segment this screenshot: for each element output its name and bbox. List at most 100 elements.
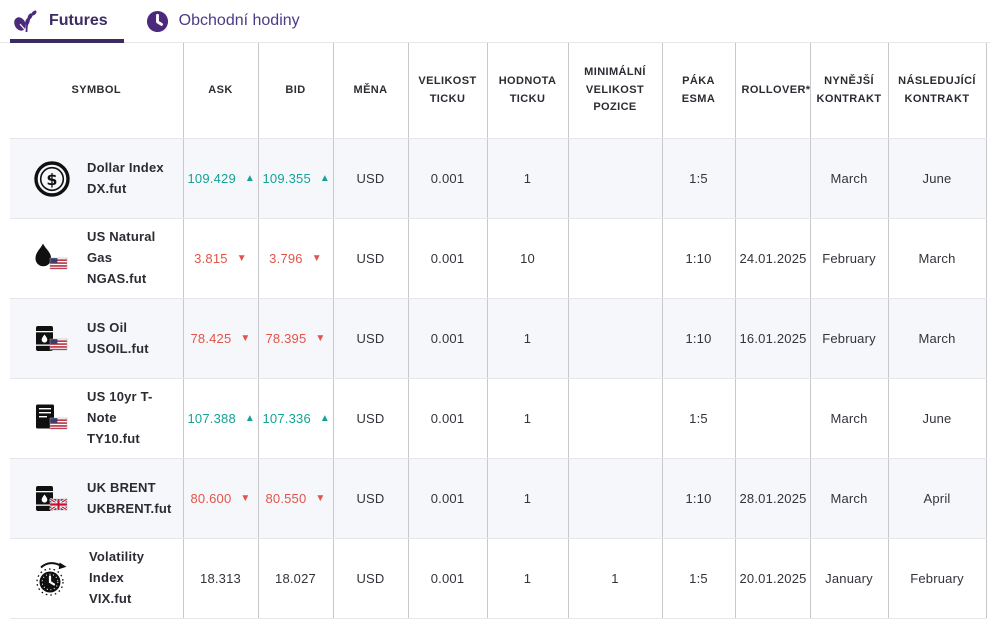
- min-velikost-pozice-cell: 1: [568, 538, 663, 619]
- clock-icon: [146, 10, 169, 33]
- instrument-label: US Oil USOIL.fut: [87, 318, 149, 360]
- bid-cell: 80.550 ▼: [258, 458, 334, 539]
- velikost-ticku-cell: 0.001: [408, 378, 488, 459]
- ask-cell: 78.425 ▼: [183, 298, 259, 379]
- bid-value: 80.550: [265, 491, 307, 506]
- mena-cell: USD: [333, 138, 409, 219]
- velikost-ticku-cell: 0.001: [408, 298, 488, 379]
- table-row: $ Dollar Index DX.fut 109.429 ▲ 109.355 ▲ USD 0.…: [10, 138, 987, 219]
- tab-obchodni-hodiny[interactable]: Obchodní hodiny: [144, 0, 316, 42]
- nynejsi-kontrakt-cell: February: [810, 218, 889, 299]
- ask-cell: 3.815 ▼: [183, 218, 259, 299]
- hodnota-ticku-cell: 10: [487, 218, 569, 299]
- down-arrow-icon: ▼: [315, 332, 326, 344]
- instrument-name: US Natural Gas: [87, 229, 156, 266]
- column-header-min_velikost_pozice: MINIMÁLNÍ VELIKOST POZICE: [568, 43, 663, 139]
- rollover-cell: [735, 138, 811, 219]
- symbol-cell: US Natural Gas NGAS.fut: [10, 218, 184, 299]
- rollover-cell: 16.01.2025: [735, 298, 811, 379]
- barrel-uk-icon: [33, 484, 71, 514]
- paka-esma-cell: 1:5: [662, 538, 736, 619]
- table-header-row: SYMBOL ASK BID MĚNA VELIKOST TICKU HODNOTA TI…: [10, 43, 987, 139]
- nynejsi-kontrakt-cell: March: [810, 378, 889, 459]
- rollover-cell: 24.01.2025: [735, 218, 811, 299]
- instrument-ticker: VIX.fut: [89, 590, 132, 606]
- instrument-name: Dollar Index: [87, 159, 164, 175]
- bid-price: 109.355 ▲: [263, 171, 331, 186]
- column-header-nasledujici_kontrakt: NÁSLEDUJÍCÍ KONTRAKT: [888, 43, 987, 139]
- nasledujici-kontrakt-cell: February: [888, 538, 987, 619]
- min-velikost-pozice-cell: [568, 378, 663, 459]
- up-arrow-icon: ▲: [319, 412, 331, 424]
- table-row: US Oil USOIL.fut 78.425 ▼ 78.395 ▼ USD 0.001 1 1:…: [10, 298, 987, 379]
- down-arrow-icon: ▼: [236, 252, 247, 264]
- column-header-hodnota_ticku: HODNOTA TICKU: [487, 43, 569, 139]
- instrument-label: US Natural Gas NGAS.fut: [87, 227, 179, 289]
- column-header-bid: BID: [258, 43, 334, 139]
- svg-text:$: $: [46, 169, 57, 188]
- nasledujici-kontrakt-cell: April: [888, 458, 987, 539]
- nasledujici-kontrakt-cell: June: [888, 138, 987, 219]
- mena-cell: USD: [333, 378, 409, 459]
- table-row: US 10yr T-Note TY10.fut 107.388 ▲ 107.336 ▲ US…: [10, 378, 987, 459]
- mena-cell: USD: [333, 298, 409, 379]
- symbol-cell: $ Dollar Index DX.fut: [10, 138, 184, 219]
- ask-cell: 18.313: [183, 538, 259, 619]
- ask-price: 107.388 ▲: [188, 411, 256, 426]
- bid-value: 78.395: [265, 331, 307, 346]
- wheat-icon: [12, 8, 39, 35]
- up-arrow-icon: ▲: [244, 172, 256, 184]
- table-body: $ Dollar Index DX.fut 109.429 ▲ 109.355 ▲ USD 0.…: [10, 138, 987, 619]
- tab-bar: Futures Obchodní hodiny: [0, 0, 990, 43]
- hodnota-ticku-cell: 1: [487, 138, 569, 219]
- symbol-cell: Volatility Index VIX.fut: [10, 538, 184, 619]
- min-velikost-pozice-cell: [568, 218, 663, 299]
- bid-value: 18.027: [275, 571, 316, 586]
- mena-cell: USD: [333, 218, 409, 299]
- paka-esma-cell: 1:5: [662, 378, 736, 459]
- velikost-ticku-cell: 0.001: [408, 538, 488, 619]
- column-header-paka_esma: PÁKA ESMA: [662, 43, 736, 139]
- min-velikost-pozice-cell: [568, 298, 663, 379]
- column-header-rollover: ROLLOVER*: [735, 43, 811, 139]
- ask-value: 80.600: [190, 491, 232, 506]
- bid-price: 80.550 ▼: [265, 491, 325, 506]
- rollover-cell: 28.01.2025: [735, 458, 811, 539]
- up-arrow-icon: ▲: [319, 172, 331, 184]
- ask-value: 18.313: [200, 571, 241, 586]
- hodnota-ticku-cell: 1: [487, 458, 569, 539]
- note-us-icon: [33, 403, 71, 433]
- mena-cell: USD: [333, 538, 409, 619]
- nynejsi-kontrakt-cell: March: [810, 138, 889, 219]
- ask-cell: 80.600 ▼: [183, 458, 259, 539]
- instrument-label: Dollar Index DX.fut: [87, 158, 164, 200]
- hodnota-ticku-cell: 1: [487, 378, 569, 459]
- down-arrow-icon: ▼: [240, 332, 251, 344]
- symbol-wrap: $ Dollar Index DX.fut: [33, 158, 179, 200]
- rollover-cell: [735, 378, 811, 459]
- table-row: Volatility Index VIX.fut 18.313 18.027 USD 0.…: [10, 538, 987, 619]
- down-arrow-icon: ▼: [311, 252, 322, 264]
- instrument-ticker: UKBRENT.fut: [87, 500, 172, 516]
- tab-futures[interactable]: Futures: [10, 0, 124, 43]
- tab-label: Obchodní hodiny: [178, 12, 300, 29]
- symbol-wrap: US Oil USOIL.fut: [33, 318, 179, 360]
- ask-value: 78.425: [190, 331, 232, 346]
- table-row: US Natural Gas NGAS.fut 3.815 ▼ 3.796 ▼ USD 0.0…: [10, 218, 987, 299]
- instrument-name: US 10yr T-Note: [87, 389, 153, 426]
- instrument-name: UK BRENT: [87, 479, 156, 495]
- min-velikost-pozice-cell: [568, 138, 663, 219]
- nynejsi-kontrakt-cell: March: [810, 458, 889, 539]
- instrument-ticker: DX.fut: [87, 180, 127, 196]
- hodnota-ticku-cell: 1: [487, 538, 569, 619]
- nasledujici-kontrakt-cell: March: [888, 218, 987, 299]
- paka-esma-cell: 1:10: [662, 298, 736, 379]
- tab-label: Futures: [49, 12, 108, 29]
- paka-esma-cell: 1:10: [662, 218, 736, 299]
- down-arrow-icon: ▼: [315, 492, 326, 504]
- bid-value: 109.355: [262, 171, 311, 186]
- bid-price: 107.336 ▲: [263, 411, 331, 426]
- min-velikost-pozice-cell: [568, 458, 663, 539]
- instrument-ticker: TY10.fut: [87, 430, 140, 446]
- symbol-cell: US 10yr T-Note TY10.fut: [10, 378, 184, 459]
